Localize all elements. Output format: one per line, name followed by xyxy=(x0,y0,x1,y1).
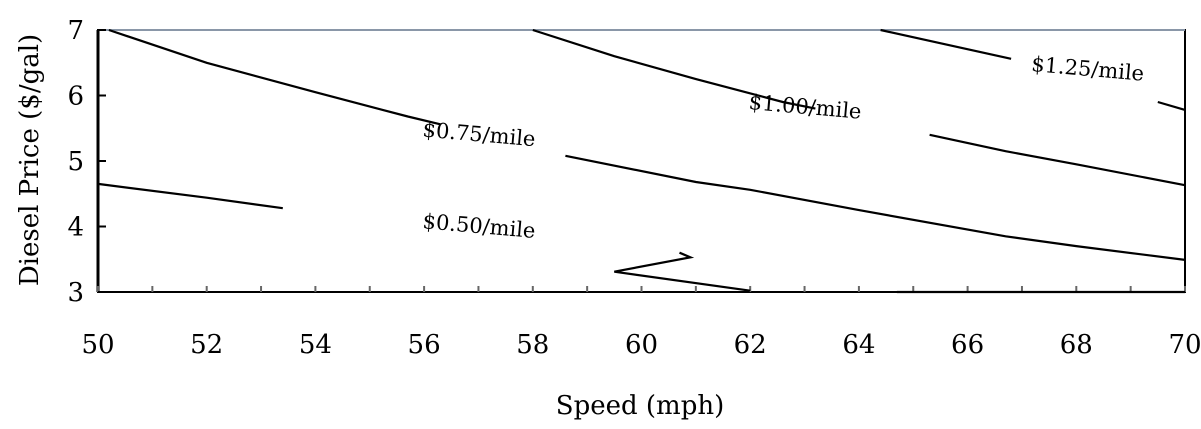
contour-line-4 xyxy=(1157,100,1186,111)
contour-line-4 xyxy=(880,28,1012,60)
contour-line-2 xyxy=(565,154,1186,261)
y-tick-label: 6 xyxy=(67,82,84,112)
x-tick-label: 52 xyxy=(190,330,223,360)
contour-label-1: $0.50/mile xyxy=(422,209,537,243)
x-tick-label: 50 xyxy=(81,330,114,360)
x-tick-label: 56 xyxy=(408,330,441,360)
contour-line-1 xyxy=(97,182,283,210)
x-tick-label: 58 xyxy=(516,330,549,360)
x-tick-label: 64 xyxy=(842,330,875,360)
contour-label-4: $1.25/mile xyxy=(1030,52,1145,86)
contour-line-1 xyxy=(614,251,751,292)
x-tick-label: 66 xyxy=(951,330,984,360)
x-tick-label: 68 xyxy=(1060,330,1093,360)
contour-label-2: $0.75/mile xyxy=(422,117,537,151)
plot-frame xyxy=(97,29,1186,293)
contour-line-2 xyxy=(108,28,441,126)
contour-label-3: $1.00/mile xyxy=(748,90,863,124)
plot-area: 50 52 54 56 58 60 62 64 66 68 7034567$0.50/mile$0.… xyxy=(67,16,1201,360)
x-tick-label: 60 xyxy=(625,330,658,360)
y-tick-label: 4 xyxy=(67,213,84,243)
y-axis-title: Diesel Price ($/gal) xyxy=(15,34,45,286)
x-axis-title: Speed (mph) xyxy=(556,391,724,421)
y-tick-label: 7 xyxy=(67,16,84,46)
x-tick-label: 54 xyxy=(299,330,332,360)
contour-line-3 xyxy=(532,28,816,110)
x-tick-label: 70 xyxy=(1168,330,1201,360)
x-tick-label: 62 xyxy=(734,330,767,360)
y-tick-label: 3 xyxy=(67,278,84,308)
y-tick-label: 5 xyxy=(67,147,84,177)
contour-line-3 xyxy=(929,133,1186,187)
y-axis-title-group: Diesel Price ($/gal) xyxy=(15,34,45,286)
